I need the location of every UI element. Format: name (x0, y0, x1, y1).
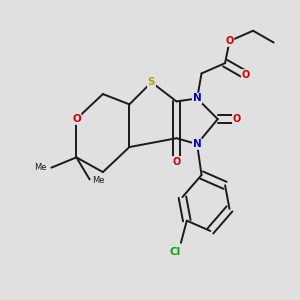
Text: O: O (242, 70, 250, 80)
Text: Cl: Cl (169, 247, 181, 256)
Text: S: S (148, 77, 155, 87)
Text: O: O (172, 157, 181, 167)
Text: O: O (225, 36, 234, 46)
Text: O: O (233, 114, 241, 124)
Text: Me: Me (34, 163, 47, 172)
Text: N: N (193, 139, 202, 149)
Text: Me: Me (93, 176, 105, 185)
Text: O: O (72, 114, 81, 124)
Text: N: N (193, 94, 202, 103)
